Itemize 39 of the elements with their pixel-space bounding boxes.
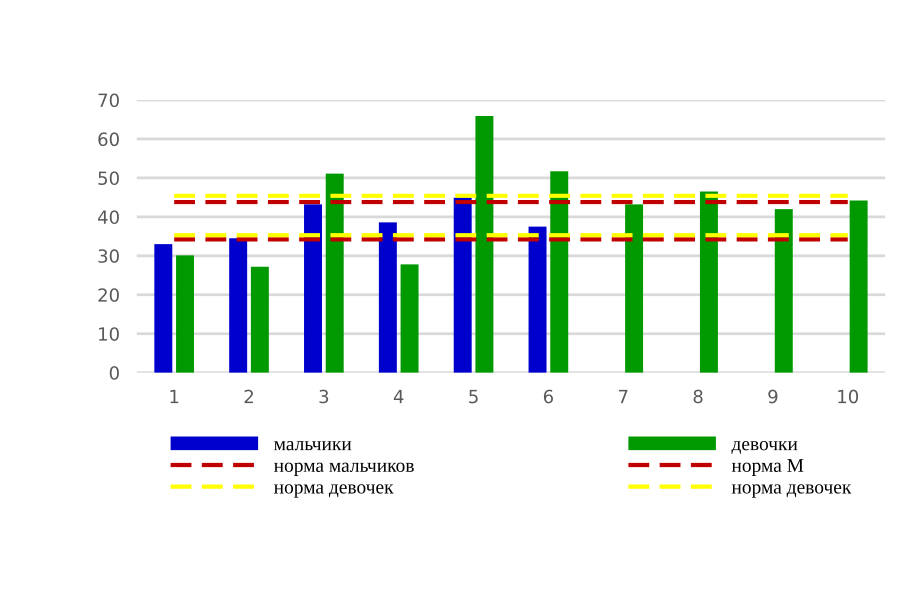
y-tick-label: 40 (98, 210, 119, 224)
y-tick-label: 60 (98, 132, 119, 146)
bar (229, 238, 248, 373)
x-tick-label: 6 (544, 390, 553, 404)
x-tick-label: 3 (319, 390, 328, 404)
bar (850, 200, 868, 373)
bar (774, 209, 793, 373)
bar (625, 204, 644, 373)
x-tick-label: 9 (768, 390, 778, 404)
bar (326, 174, 344, 373)
bar (700, 192, 718, 373)
bar (304, 204, 322, 373)
y-tick-label: 30 (98, 249, 119, 263)
legend-label: норма М (732, 459, 804, 476)
y-tick-label: 20 (98, 288, 119, 302)
x-tick-label: 7 (618, 390, 628, 404)
x-tick-label: 4 (394, 390, 404, 404)
x-tick-label: 8 (694, 390, 703, 404)
bar (454, 198, 472, 373)
x-tick-label: 1 (170, 390, 178, 404)
legend-label: норма девочек (732, 484, 852, 498)
x-tick-label: 10 (838, 390, 858, 404)
bar (528, 226, 547, 373)
y-tick-label: 50 (98, 171, 119, 186)
bar (400, 264, 419, 373)
bar (378, 222, 397, 373)
bar (475, 116, 494, 373)
y-tick-label: 10 (99, 327, 119, 341)
y-tick-label: 70 (98, 93, 119, 108)
bar (176, 255, 194, 373)
y-tick-label: 0 (110, 366, 119, 380)
legend-label: норма мальчиков (274, 462, 414, 476)
bar (154, 244, 172, 373)
x-tick-label: 2 (244, 390, 253, 404)
bar (250, 266, 269, 373)
legend-label: мальчики (274, 441, 352, 450)
legend-label: девочки (731, 440, 798, 454)
x-tick-label: 5 (469, 390, 478, 404)
legend-label: норма девочек (274, 484, 394, 498)
